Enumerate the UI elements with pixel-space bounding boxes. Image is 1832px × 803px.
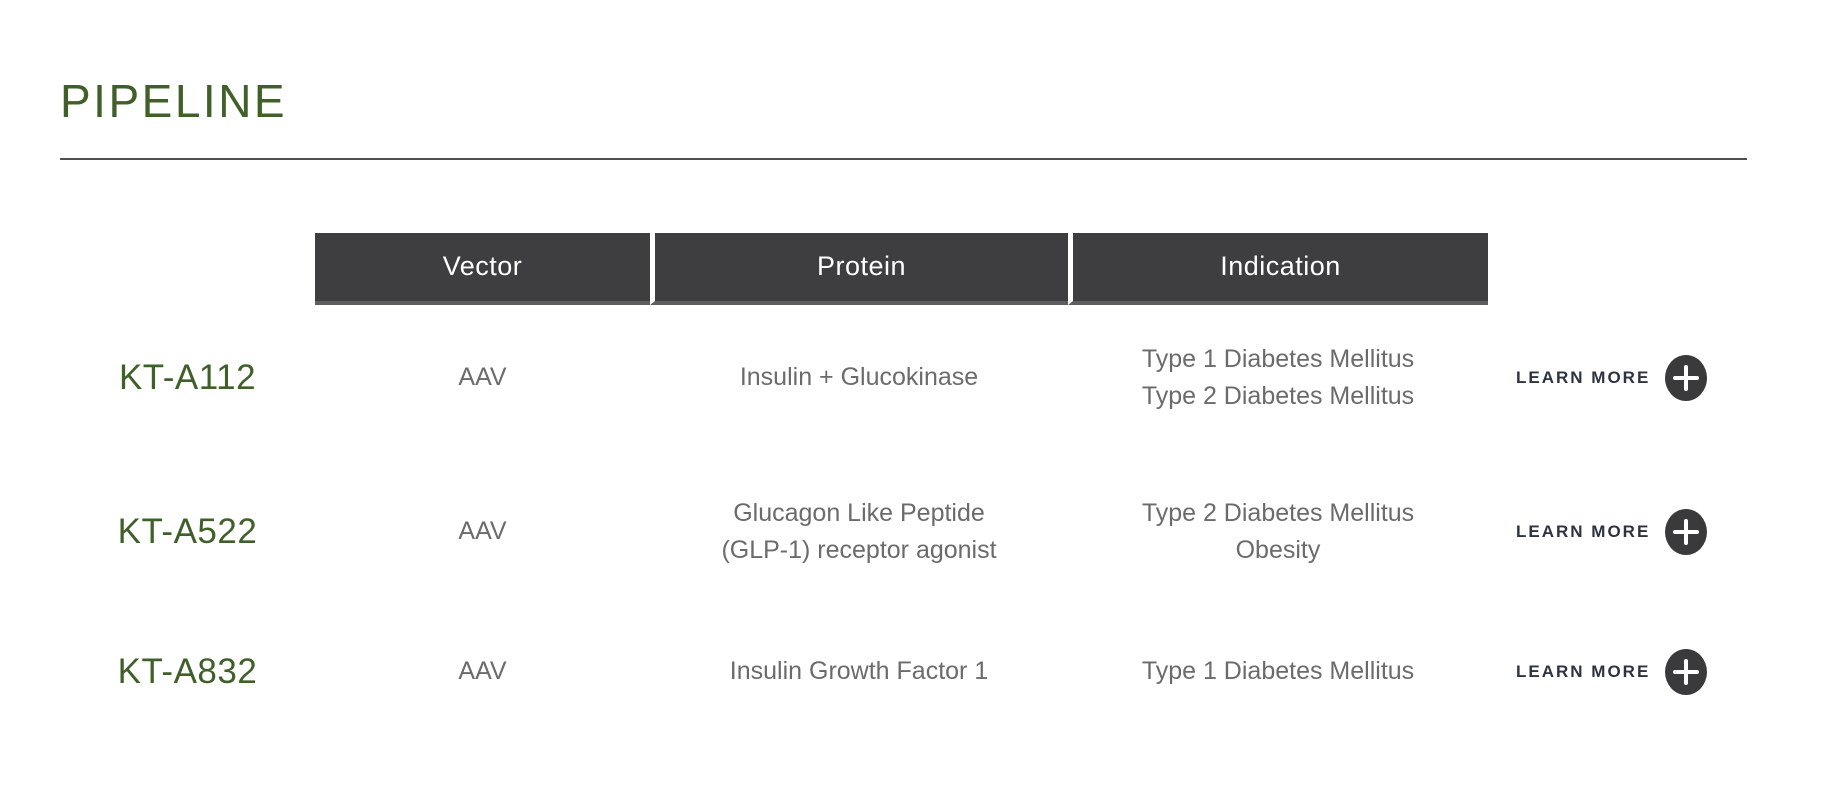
compound-name: KT-A112 bbox=[118, 358, 257, 398]
column-header-protein: Protein bbox=[650, 232, 1068, 305]
learn-more-button[interactable]: LEARN MORE bbox=[1516, 648, 1708, 695]
indication-cell: Type 1 Diabetes Mellitus Type 2 Diabetes… bbox=[1141, 344, 1415, 410]
learn-more-cell: LEARN MORE bbox=[1488, 305, 1772, 455]
compound-name: KT-A832 bbox=[117, 652, 258, 692]
title-divider bbox=[60, 157, 1747, 160]
learn-more-cell: LEARN MORE bbox=[1488, 609, 1772, 735]
learn-more-cell: LEARN MORE bbox=[1488, 455, 1772, 609]
pipeline-section: PIPELINE Vector Protein Indication KT-A1… bbox=[60, 75, 1772, 735]
protein-cell: Insulin + Glucokinase bbox=[739, 363, 979, 392]
plus-icon[interactable] bbox=[1665, 648, 1708, 695]
vector-cell: AAV bbox=[458, 363, 507, 392]
indication-cell: Type 1 Diabetes Mellitus bbox=[1141, 657, 1415, 686]
plus-icon[interactable] bbox=[1665, 354, 1708, 401]
learn-more-label: LEARN MORE bbox=[1516, 368, 1651, 388]
column-header-vector: Vector bbox=[315, 232, 650, 305]
protein-cell: Glucagon Like Peptide (GLP-1) receptor a… bbox=[721, 498, 997, 564]
learn-more-label: LEARN MORE bbox=[1516, 522, 1651, 542]
compound-name: KT-A522 bbox=[117, 512, 258, 552]
vector-cell: AAV bbox=[458, 517, 507, 546]
pipeline-table: Vector Protein Indication KT-A112 AAV In… bbox=[60, 232, 1772, 735]
learn-more-label: LEARN MORE bbox=[1516, 662, 1651, 682]
learn-more-button[interactable]: LEARN MORE bbox=[1516, 508, 1708, 555]
page-title: PIPELINE bbox=[60, 75, 288, 127]
vector-cell: AAV bbox=[458, 657, 507, 686]
header-spacer bbox=[1488, 233, 1772, 305]
indication-cell: Type 2 Diabetes Mellitus Obesity bbox=[1141, 498, 1415, 564]
plus-icon[interactable] bbox=[1665, 508, 1708, 555]
learn-more-button[interactable]: LEARN MORE bbox=[1516, 354, 1708, 401]
protein-cell: Insulin Growth Factor 1 bbox=[729, 657, 989, 686]
column-header-indication: Indication bbox=[1068, 232, 1488, 305]
